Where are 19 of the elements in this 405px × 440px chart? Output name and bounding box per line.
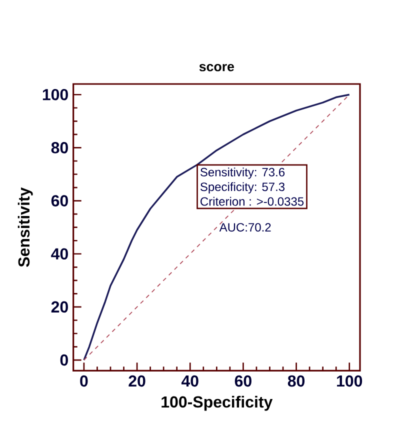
y-axis-title: Sensitivity: [18, 187, 33, 267]
y-tick-label: 80: [51, 142, 68, 154]
y-tick-label: 20: [51, 301, 68, 313]
x-tick-label: 20: [128, 375, 146, 387]
y-tick-label: 40: [51, 248, 68, 260]
annotation: AUC:70.2: [219, 223, 271, 232]
x-tick-label: 40: [181, 375, 198, 387]
x-tick-label: 0: [80, 375, 88, 387]
annotation: Criterion : >-0.0335: [200, 196, 304, 206]
x-axis-title: 100-Specificity: [162, 396, 273, 411]
x-tick-label: 80: [288, 375, 305, 387]
annotation: Sensitivity: 73.6: [200, 168, 285, 179]
y-tick-label: 0: [60, 354, 68, 366]
x-tick-label: 60: [234, 375, 252, 387]
annotation: Specificity: 57.3: [200, 182, 285, 194]
y-tick-label: 60: [51, 195, 68, 206]
chart-title: score: [199, 64, 234, 72]
x-tick-label: 100: [337, 375, 362, 387]
y-tick-label: 100: [42, 88, 68, 100]
